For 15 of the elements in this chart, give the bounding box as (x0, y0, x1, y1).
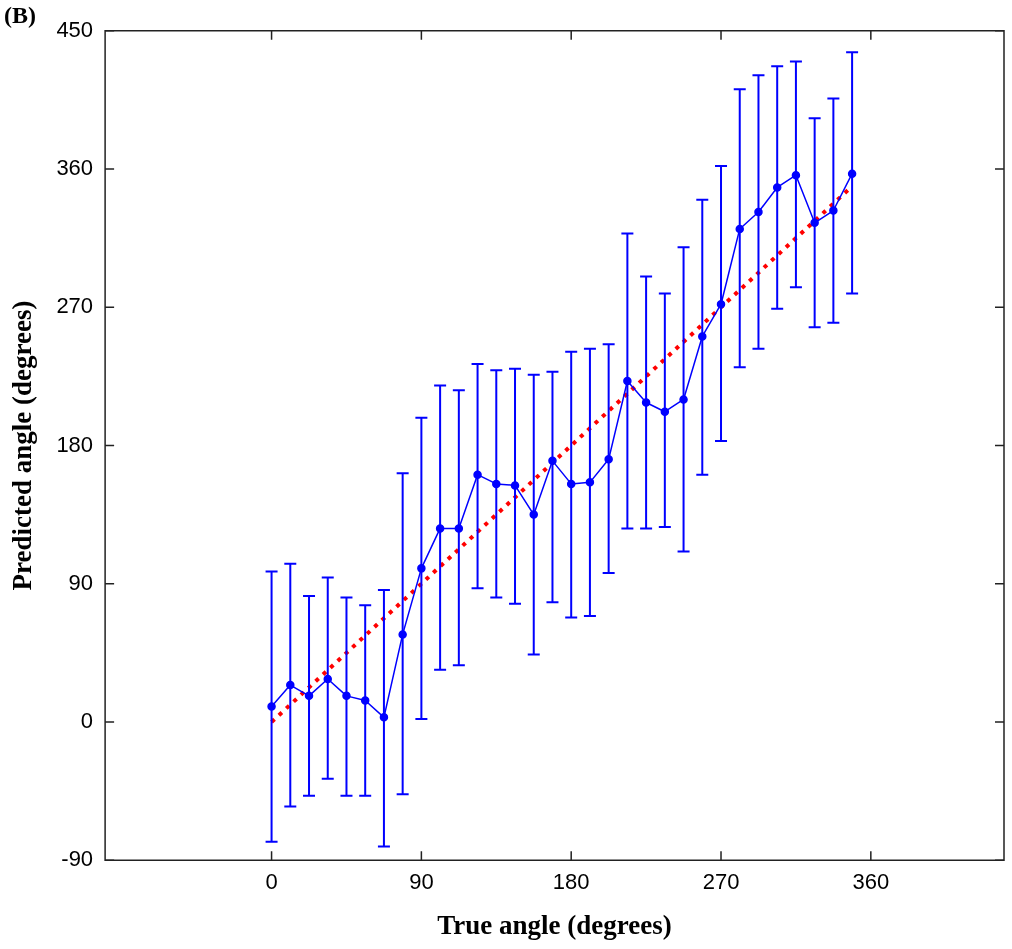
y-tick-label: 270 (56, 293, 94, 319)
x-tick-label: 360 (852, 869, 890, 895)
y-tick-label: -90 (61, 846, 94, 872)
x-tick-label: 180 (552, 869, 590, 895)
y-tick-label: 360 (56, 155, 94, 181)
x-tick-label: 90 (409, 869, 434, 895)
x-tick-label: 0 (265, 869, 278, 895)
x-axis-title: True angle (degrees) (437, 909, 672, 940)
y-tick-label: 0 (80, 708, 94, 734)
y-tick-label: 450 (56, 16, 94, 42)
y-tick-label: 90 (68, 569, 94, 595)
y-tick-label: 180 (56, 431, 94, 457)
x-tick-label: 270 (702, 869, 740, 895)
chart-title: (B) (4, 1, 36, 28)
y-axis-title: Predicted angle (degrees) (7, 300, 38, 591)
